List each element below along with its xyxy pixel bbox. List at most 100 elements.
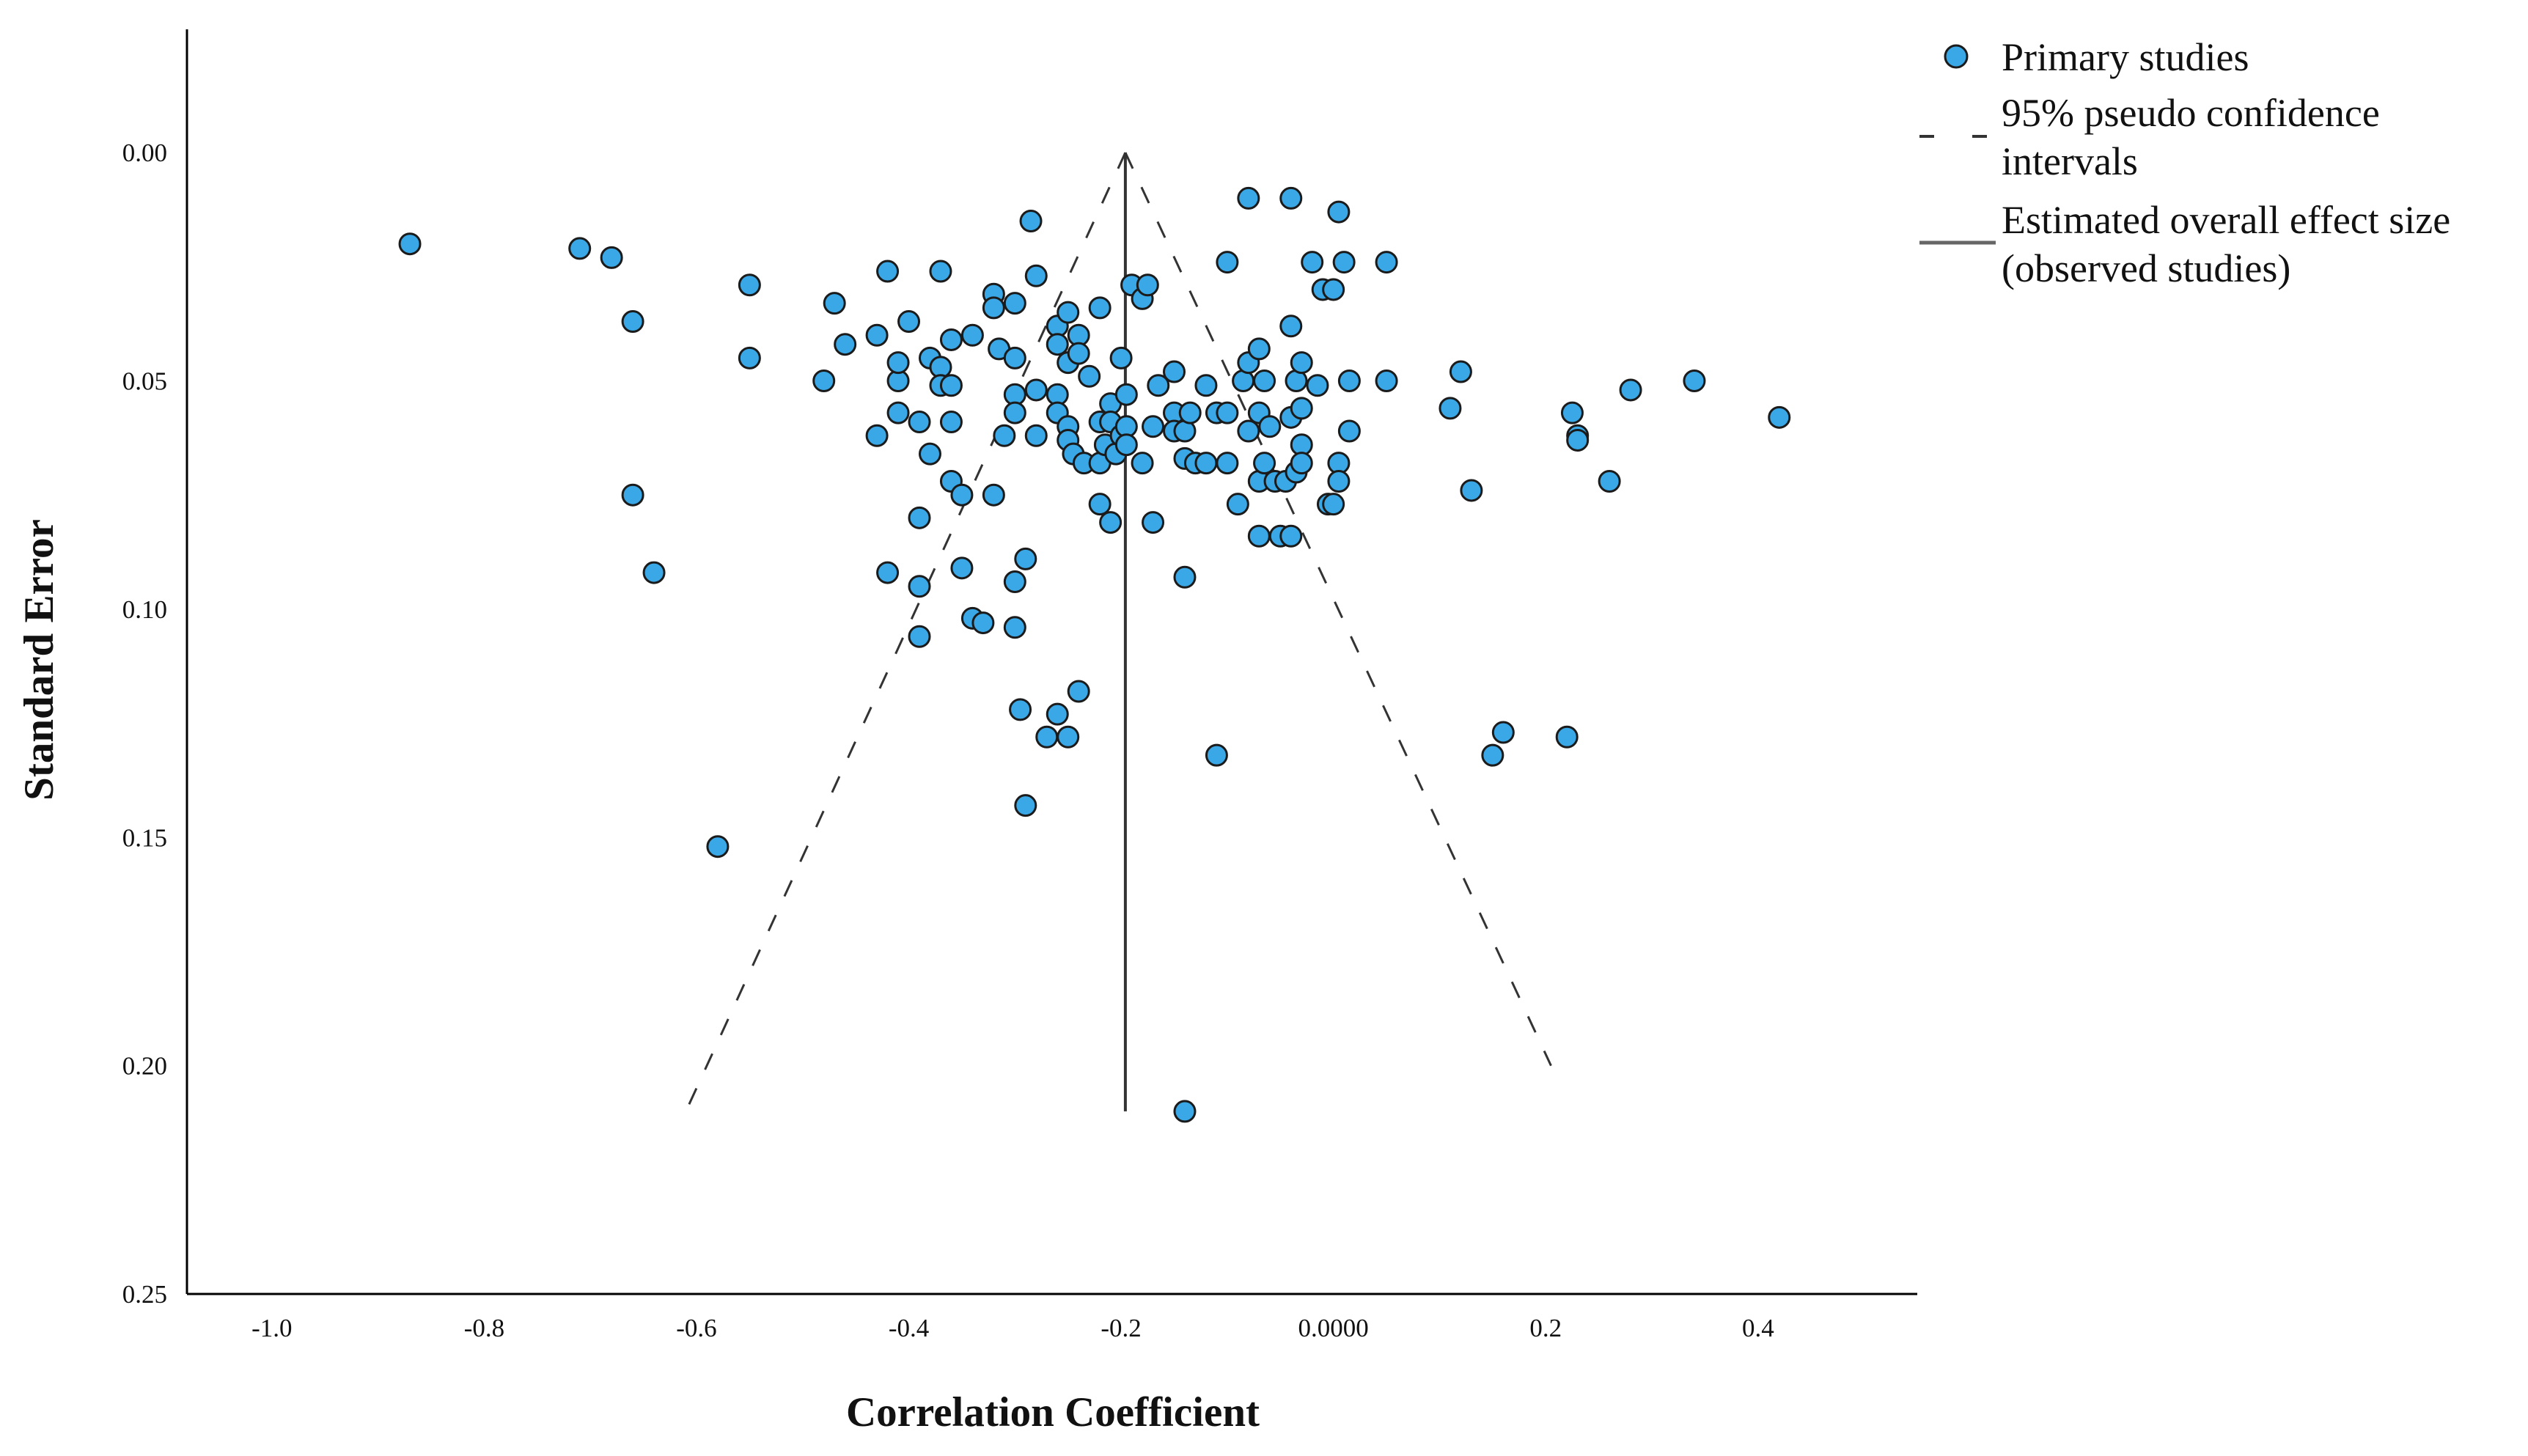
study-point [1332, 251, 1356, 274]
study-point [1046, 702, 1069, 726]
study-point [939, 374, 963, 397]
study-point [1178, 401, 1202, 424]
legend: Primary studies 95% pseudo confidence in… [1919, 35, 2450, 290]
study-point [568, 237, 592, 260]
study-point [1014, 547, 1037, 570]
study-point [939, 328, 963, 351]
axes [185, 29, 1917, 1295]
study-point [1327, 470, 1351, 493]
reference-lines [685, 152, 1552, 1112]
study-point [1322, 493, 1345, 516]
study-point [1279, 315, 1303, 338]
y-axis-title: Standard Error [16, 519, 62, 801]
study-point [1035, 725, 1059, 749]
study-point [1322, 278, 1345, 301]
study-point [982, 296, 1005, 320]
study-point [960, 323, 984, 347]
study-point [1258, 415, 1282, 438]
study-point [1046, 333, 1069, 356]
study-point [1019, 210, 1043, 233]
study-point [876, 260, 900, 283]
study-point [1560, 401, 1584, 424]
study-point [1136, 273, 1159, 297]
study-point [1491, 721, 1515, 744]
study-point [865, 323, 889, 347]
study-point [929, 260, 952, 283]
study-point [1375, 251, 1398, 274]
x-tick-label: -0.2 [1101, 1314, 1141, 1342]
study-point [1003, 616, 1026, 639]
study-point [1247, 337, 1271, 361]
x-tick-label: -0.4 [889, 1314, 929, 1342]
study-point [1216, 452, 1239, 475]
study-point [1109, 346, 1133, 369]
study-point [1481, 743, 1504, 767]
x-axis-title: Correlation Coefficient [846, 1389, 1260, 1435]
study-point [1237, 186, 1260, 210]
study-point [1449, 360, 1472, 383]
study-point [1290, 397, 1313, 420]
study-point [1619, 378, 1642, 402]
study-point [1337, 369, 1361, 393]
x-tick-label: -0.8 [464, 1314, 504, 1342]
y-tick-labels: 0.00 0.05 0.10 0.15 0.20 0.25 [122, 139, 167, 1309]
study-point [621, 310, 644, 334]
y-tick-label: 0.00 [122, 139, 167, 167]
study-point [886, 351, 910, 375]
legend-label-ci-line1: 95% pseudo confidence [2002, 91, 2380, 135]
study-point [1290, 351, 1313, 375]
study-point [1327, 200, 1351, 224]
confidence-interval-line [1124, 152, 1552, 1067]
study-point [1555, 725, 1579, 749]
legend-label-effect-line1: Estimated overall effect size [2002, 198, 2450, 242]
study-point [950, 556, 974, 580]
y-tick-label: 0.20 [122, 1052, 167, 1081]
study-point [1014, 794, 1037, 817]
study-point [834, 333, 857, 356]
y-tick-label: 0.15 [122, 823, 167, 852]
study-point [600, 246, 623, 269]
study-point [1173, 1100, 1197, 1123]
study-point [908, 506, 931, 529]
study-point [1003, 292, 1026, 315]
study-point [1279, 186, 1303, 210]
x-tick-labels: -1.0 -0.8 -0.6 -0.4 -0.2 0.0000 0.2 0.4 [251, 1314, 1774, 1342]
study-point [642, 561, 666, 584]
study-point [1253, 369, 1276, 393]
study-point [738, 346, 761, 369]
study-point [1131, 452, 1154, 475]
x-tick-label: 0.2 [1529, 1314, 1562, 1342]
y-tick-label: 0.25 [122, 1280, 167, 1309]
study-point [1088, 296, 1111, 320]
legend-label-effect-line2: (observed studies) [2002, 246, 2290, 290]
study-point [738, 273, 761, 297]
study-point [1057, 301, 1080, 324]
study-point [1438, 397, 1462, 420]
study-point [1057, 725, 1080, 749]
legend-symbol-points [1944, 44, 1969, 69]
study-point [1003, 570, 1026, 594]
study-point [982, 483, 1005, 507]
confidence-interval-line [685, 152, 1127, 1112]
study-point [1078, 364, 1101, 388]
study-point [1598, 470, 1621, 493]
study-point [1003, 346, 1026, 369]
study-point [1768, 405, 1791, 429]
study-point [939, 411, 963, 434]
study-point [706, 835, 730, 858]
y-tick-label: 0.05 [122, 367, 167, 396]
study-point [812, 369, 836, 393]
y-tick-label: 0.10 [122, 595, 167, 624]
study-point [1009, 698, 1032, 721]
study-point [1566, 428, 1590, 452]
study-point [993, 424, 1016, 447]
study-point [1142, 511, 1165, 534]
study-point [865, 424, 889, 447]
study-point [1099, 511, 1122, 534]
study-point [908, 625, 931, 648]
study-point [1147, 374, 1170, 397]
study-point [1163, 360, 1186, 383]
study-point [1375, 369, 1398, 393]
study-point [621, 483, 644, 507]
